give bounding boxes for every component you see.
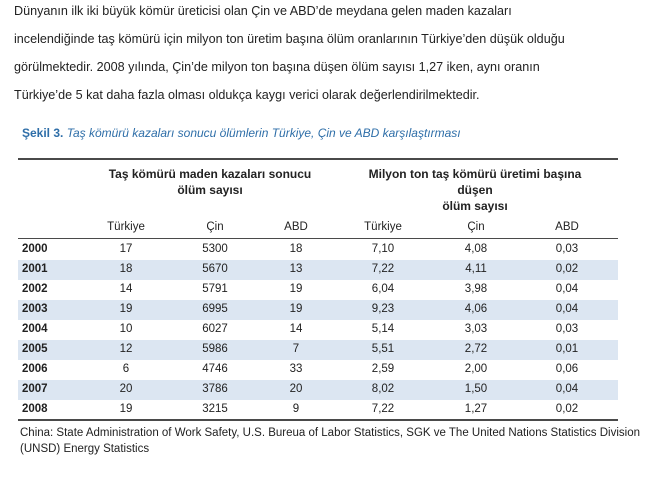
table-cell: 7 bbox=[292, 343, 300, 355]
paragraph-line: incelendiğinde taş kömürü için milyon to… bbox=[14, 32, 565, 46]
row-year: 2002 bbox=[22, 283, 48, 295]
table-cell: 18 bbox=[289, 243, 303, 255]
column-header: Türkiye bbox=[364, 221, 402, 233]
table-cell: 5300 bbox=[202, 243, 228, 255]
table-cell: 2,72 bbox=[464, 343, 488, 355]
table-cell: 5791 bbox=[202, 283, 228, 295]
row-year: 2008 bbox=[22, 403, 48, 415]
group-header: ölüm sayısı bbox=[177, 183, 243, 197]
table-cell: 0,06 bbox=[555, 363, 579, 375]
table-cell: 3,03 bbox=[464, 323, 488, 335]
table-cell: 4746 bbox=[202, 363, 228, 375]
group-header: Taş kömürü maden kazaları sonucu bbox=[108, 167, 312, 181]
table-cell: 8,02 bbox=[371, 383, 395, 395]
row-year: 2004 bbox=[22, 323, 48, 335]
table-cell: 5,51 bbox=[371, 343, 395, 355]
header-rule bbox=[18, 238, 618, 239]
row-band bbox=[18, 380, 618, 400]
caption-text: Taş kömürü kazaları sonucu ölümlerin Tür… bbox=[66, 126, 461, 140]
table-cell: 0,04 bbox=[555, 303, 579, 315]
table-cell: 6027 bbox=[202, 323, 228, 335]
table-cell: 4,11 bbox=[465, 263, 487, 275]
table-cell: 5986 bbox=[202, 343, 228, 355]
table-cell: 5,14 bbox=[371, 323, 395, 335]
table-cell: 20 bbox=[119, 383, 133, 395]
table-cell: 19 bbox=[119, 403, 133, 415]
table-cell: 14 bbox=[289, 323, 303, 335]
table-cell: 4,08 bbox=[464, 243, 488, 255]
table-cell: 13 bbox=[289, 263, 303, 275]
column-header: Çin bbox=[206, 221, 224, 233]
table-cell: 12 bbox=[119, 343, 133, 355]
table-cell: 2,00 bbox=[464, 363, 488, 375]
paragraph-line: Dünyanın ilk iki büyük kömür üreticisi o… bbox=[14, 4, 512, 18]
row-year: 2005 bbox=[22, 343, 48, 355]
source-note: China: State Administration of Work Safe… bbox=[20, 427, 641, 455]
table-cell: 33 bbox=[289, 363, 303, 375]
table-cell: 14 bbox=[119, 283, 133, 295]
table-cell: 0,03 bbox=[555, 323, 579, 335]
table-cell: 3786 bbox=[202, 383, 228, 395]
table-top-rule bbox=[18, 158, 618, 160]
table-cell: 9 bbox=[292, 403, 300, 415]
row-band bbox=[18, 300, 618, 320]
table-cell: 19 bbox=[289, 283, 303, 295]
table-cell: 4,06 bbox=[464, 303, 488, 315]
table-cell: 0,04 bbox=[555, 283, 579, 295]
table-cell: 6,04 bbox=[371, 283, 395, 295]
table-cell: 0,03 bbox=[555, 243, 579, 255]
caption: Şekil 3. Taş kömürü kazaları sonucu ölüm… bbox=[22, 126, 461, 140]
table-cell: 0,04 bbox=[555, 383, 579, 395]
table-cell: 7,22 bbox=[371, 263, 395, 275]
paragraph-line: Türkiye’de 5 kat daha fazla olması olduk… bbox=[14, 88, 480, 102]
table-bottom-rule bbox=[18, 419, 618, 421]
column-header: Türkiye bbox=[107, 221, 145, 233]
table-cell: 0,02 bbox=[555, 403, 579, 415]
table-cell: 1,50 bbox=[464, 383, 488, 395]
column-header: ABD bbox=[555, 221, 579, 233]
table-cell: 5670 bbox=[202, 263, 228, 275]
table-cell: 7,22 bbox=[371, 403, 395, 415]
table-cell: 7,10 bbox=[371, 243, 395, 255]
table-cell: 3,98 bbox=[464, 283, 488, 295]
group-header: düşen bbox=[457, 183, 493, 197]
row-year: 2000 bbox=[22, 243, 48, 255]
table-cell: 19 bbox=[289, 303, 303, 315]
table-cell: 6995 bbox=[202, 303, 228, 315]
table-cell: 6 bbox=[122, 363, 130, 375]
table-cell: 17 bbox=[119, 243, 133, 255]
paragraph-line: görülmektedir. 2008 yılında, Çin’de mily… bbox=[14, 60, 540, 74]
group-header: ölüm sayısı bbox=[442, 199, 508, 213]
table-cell: 18 bbox=[119, 263, 133, 275]
caption-label: Şekil 3. bbox=[22, 126, 64, 140]
row-year: 2003 bbox=[22, 303, 48, 315]
table-cell: 20 bbox=[289, 383, 303, 395]
table-cell: 3215 bbox=[202, 403, 228, 415]
row-year: 2001 bbox=[22, 263, 48, 275]
table-cell: 0,02 bbox=[555, 263, 579, 275]
table-cell: 10 bbox=[119, 323, 133, 335]
column-header: ABD bbox=[284, 221, 308, 233]
column-header: Çin bbox=[467, 221, 485, 233]
row-year: 2007 bbox=[22, 383, 48, 395]
table-cell: 19 bbox=[119, 303, 133, 315]
table-cell: 9,23 bbox=[371, 303, 395, 315]
row-band bbox=[18, 260, 618, 280]
group-header: Milyon ton taş kömürü üretimi başına bbox=[368, 167, 582, 181]
table-cell: 1,27 bbox=[464, 403, 488, 415]
row-band bbox=[18, 340, 618, 360]
table-cell: 2,59 bbox=[371, 363, 395, 375]
row-year: 2006 bbox=[22, 363, 48, 375]
table-cell: 0,01 bbox=[555, 343, 579, 355]
